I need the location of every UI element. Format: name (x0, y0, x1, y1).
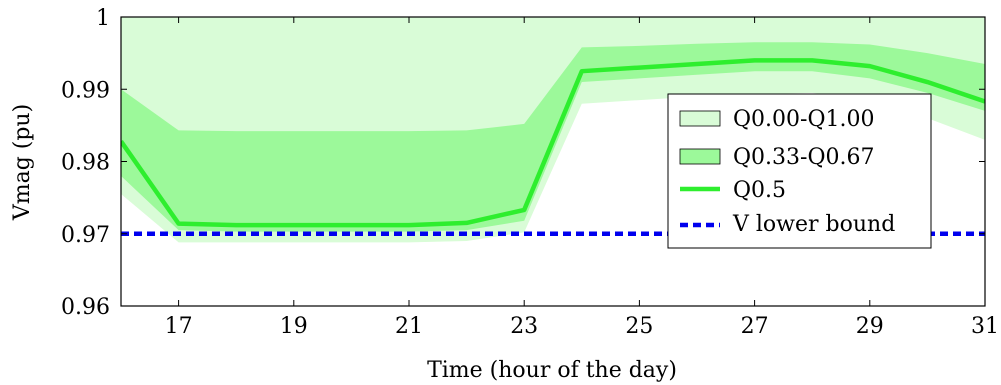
legend-label-median: Q0.5 (733, 178, 786, 203)
plot-area (121, 17, 985, 243)
y-tick-label: 0.99 (61, 78, 110, 103)
x-tick-label: 29 (856, 314, 884, 339)
x-tick-label: 25 (625, 314, 653, 339)
legend-swatch-q0-q1 (679, 110, 721, 127)
x-tick-label: 19 (280, 314, 308, 339)
x-tick-label: 17 (165, 314, 193, 339)
legend-label-q33-q67: Q0.33-Q0.67 (733, 145, 874, 170)
x-tick-label: 31 (971, 314, 999, 339)
y-tick-label: 0.98 (61, 151, 110, 176)
y-axis-label: Vmag (pu) (10, 104, 35, 221)
x-tick-label: 27 (741, 314, 769, 339)
y-tick-label: 0.97 (61, 223, 110, 248)
y-tick-label: 0.96 (61, 295, 110, 320)
x-tick-label: 23 (510, 314, 538, 339)
y-tick-label: 1 (96, 6, 110, 31)
x-tick-label: 21 (395, 314, 423, 339)
legend: Q0.00-Q1.00 Q0.33-Q0.67 Q0.5 V lower bou… (667, 93, 932, 249)
x-axis-label: Time (hour of the day) (427, 358, 677, 383)
series-line-median (121, 58, 985, 228)
legend-label-lower-bound: V lower bound (732, 212, 895, 237)
legend-label-q0-q1: Q0.00-Q1.00 (733, 107, 874, 132)
legend-swatch-q33-q67 (679, 148, 721, 165)
axes: 17 19 21 23 25 27 29 31 0.96 0.97 0.98 0.99 1 (61, 6, 999, 339)
